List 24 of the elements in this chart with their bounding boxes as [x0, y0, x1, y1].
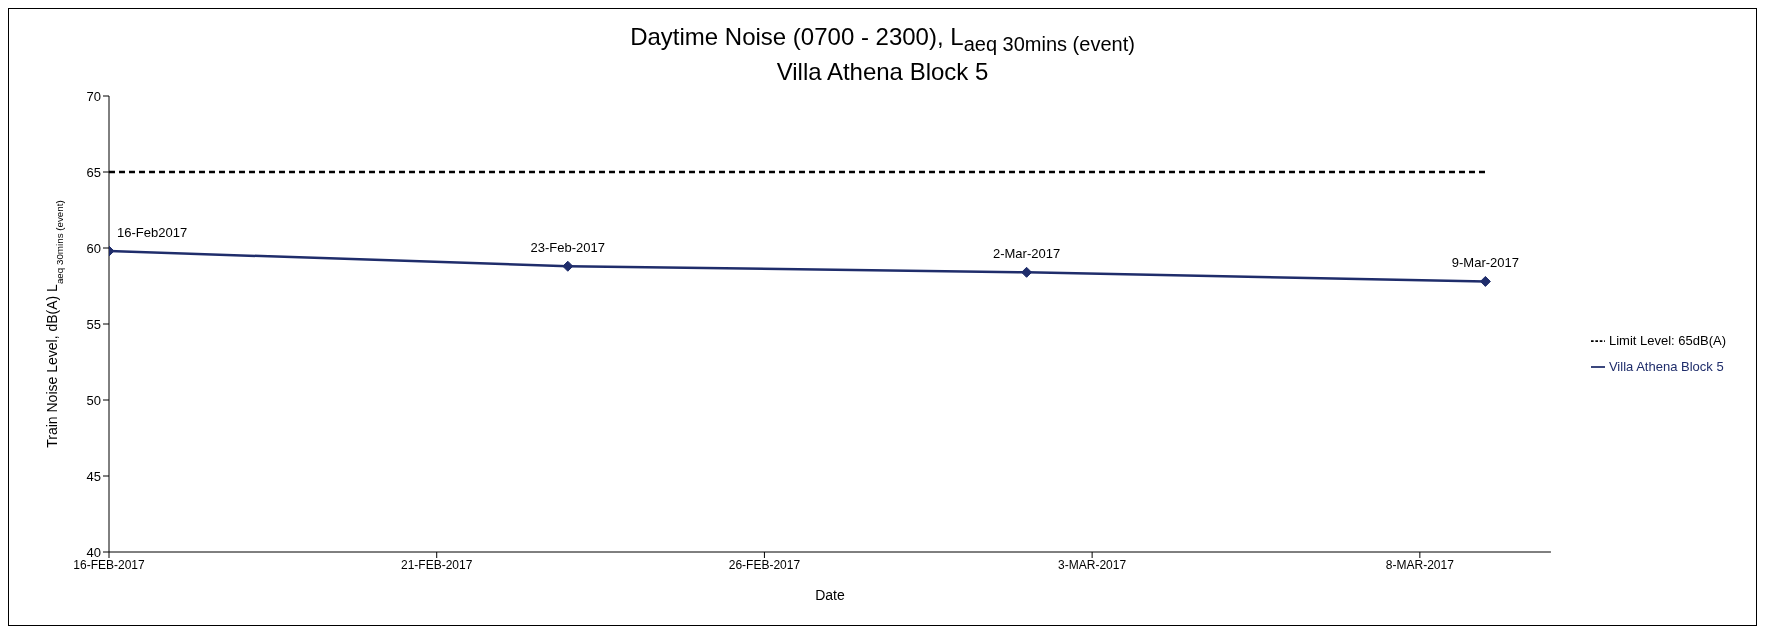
- x-tick-label: 8-MAR-2017: [1385, 557, 1455, 572]
- x-tick-label: 26-FEB-2017: [728, 557, 801, 572]
- x-tick-label: 21-FEB-2017: [401, 557, 473, 572]
- y-tick-label: 40: [86, 544, 101, 560]
- y-tick-label: 55: [86, 316, 101, 332]
- x-tick-label: 16-FEB-2017: [73, 557, 146, 572]
- annotation: 2-Mar-2017: [992, 246, 1061, 262]
- point: [562, 260, 574, 272]
- y-tick-label: 65: [86, 164, 101, 180]
- annotation: 16-Feb2017: [117, 224, 188, 240]
- chart-subtitle: Villa Athena Block 5: [775, 57, 990, 86]
- x-axis-title: Date: [815, 586, 845, 603]
- legend-label: Limit Level: 65dB(A): [1608, 332, 1726, 348]
- annotation: 23-Feb-2017: [530, 240, 606, 256]
- point: [1479, 275, 1491, 287]
- x-tick-label: 3-MAR-2017: [1058, 557, 1127, 572]
- y-tick-label: 70: [86, 88, 101, 104]
- y-tick-label: 45: [86, 468, 101, 484]
- point: [1021, 266, 1033, 278]
- legend-label: Villa Athena Block 5: [1608, 358, 1724, 374]
- y-tick-label: 50: [86, 392, 101, 408]
- annotation: 9-Mar-2017: [1451, 255, 1519, 271]
- y-tick-label: 60: [86, 240, 101, 256]
- chart-title: Daytime Noise (0700 - 2300), L$_{aeq 30mins (event)}$: [629, 23, 1136, 57]
